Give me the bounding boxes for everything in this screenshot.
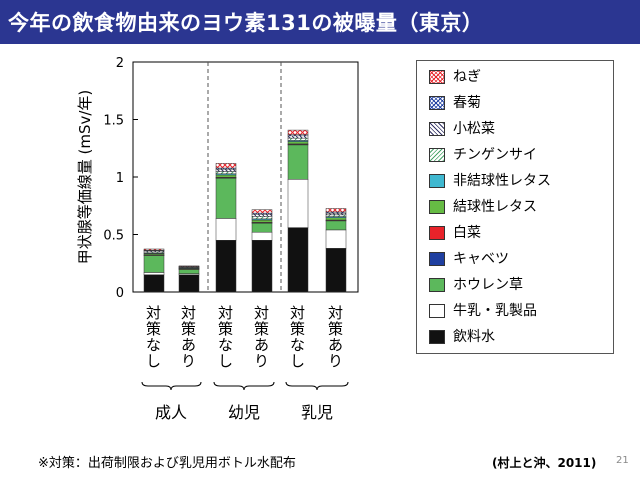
bar-segment (215, 240, 237, 293)
bar-segment (143, 248, 165, 251)
group-label: 幼児 (228, 403, 260, 422)
legend-swatch (429, 278, 445, 292)
y-tick-label: 2 (116, 56, 124, 71)
bar-segment (325, 220, 347, 231)
bar-segment (215, 218, 237, 241)
bar-segment (215, 177, 237, 219)
legend-swatch (429, 174, 445, 188)
bar-segment (325, 229, 347, 249)
legend-label: 牛乳・乳製品 (453, 303, 537, 319)
bar-label: 対策なし (146, 304, 161, 370)
plot-frame (132, 61, 359, 293)
bar-segment (143, 272, 165, 276)
page-number: 21 (616, 455, 629, 466)
legend-swatch (429, 122, 445, 136)
legend-swatch (429, 304, 445, 318)
bar-segment (325, 248, 347, 293)
bar-segment (287, 141, 309, 145)
y-axis-label: 甲状腺等価線量 (mSv/年) (76, 90, 94, 265)
bar-label: 対策あり (254, 304, 269, 370)
legend-label: キャベツ (453, 251, 509, 267)
group-label: 成人 (155, 403, 187, 422)
legend-swatch (429, 226, 445, 240)
bar-label: 対策あり (181, 304, 196, 370)
bar-segment (287, 179, 309, 228)
citation: (村上と沖、2011) (492, 456, 597, 470)
footnote: ※対策：出荷制限および乳児用ボトル水配布 (38, 456, 296, 471)
legend-label: 結球性レタス (453, 199, 537, 215)
y-tick-label: 0 (116, 286, 124, 301)
y-tick-label: 1 (116, 171, 124, 186)
bar-segment (251, 214, 273, 217)
bar-segment (287, 137, 309, 141)
bar-label: 対策なし (290, 304, 305, 370)
legend-label: 白菜 (453, 225, 481, 241)
group-brace (141, 381, 202, 391)
y-tick-label: 0.5 (103, 229, 124, 244)
legend-label: 飲料水 (453, 329, 495, 345)
page-title: 今年の飲食物由来のヨウ素131の被曝量（東京） (8, 11, 484, 35)
group-label: 乳児 (301, 403, 333, 422)
legend-label: 小松菜 (453, 121, 495, 137)
legend-swatch (429, 96, 445, 110)
bar-segment (287, 129, 309, 135)
legend-label: チンゲンサイ (453, 147, 537, 163)
chart-legend: ねぎ春菊小松菜チンゲンサイ 非結球性レタス 結球性レタス 白菜キャベツホウレン草牛乳・… (416, 60, 614, 354)
bar-label: 対策なし (218, 304, 233, 370)
bar-segment (178, 274, 200, 293)
bar-label: 対策あり (328, 304, 343, 370)
title-bar: 今年の飲食物由来のヨウ素131の被曝量（東京） (0, 0, 640, 44)
y-tick-label: 1.5 (103, 114, 124, 129)
bar-segment (215, 163, 237, 169)
bar-segment (215, 171, 237, 175)
bar-segment (325, 212, 347, 216)
bar-segment (325, 217, 347, 221)
legend-swatch (429, 148, 445, 162)
bar-segment (251, 222, 273, 233)
bar-segment (251, 209, 273, 214)
group-brace (213, 381, 275, 391)
legend-swatch (429, 252, 445, 266)
bar-segment (287, 227, 309, 293)
bar-segment (143, 254, 165, 273)
legend-label: ホウレン草 (453, 277, 523, 293)
bar-segment (287, 144, 309, 180)
bar-segment (178, 265, 200, 267)
bar-segment (215, 174, 237, 178)
legend-swatch (429, 200, 445, 214)
bar-segment (251, 216, 273, 220)
group-brace (285, 381, 349, 391)
legend-label: 非結球性レタス (453, 173, 551, 189)
legend-label: 春菊 (453, 95, 481, 111)
bar-segment (251, 219, 273, 223)
bar-segment (251, 240, 273, 293)
bar-segment (325, 214, 347, 217)
legend-label: ねぎ (453, 69, 481, 85)
legend-swatch (429, 330, 445, 344)
legend-swatch (429, 70, 445, 84)
bar-segment (215, 168, 237, 172)
bar-segment (287, 135, 309, 139)
bar-segment (251, 231, 273, 241)
bar-segment (325, 208, 347, 213)
bar-segment (143, 274, 165, 293)
